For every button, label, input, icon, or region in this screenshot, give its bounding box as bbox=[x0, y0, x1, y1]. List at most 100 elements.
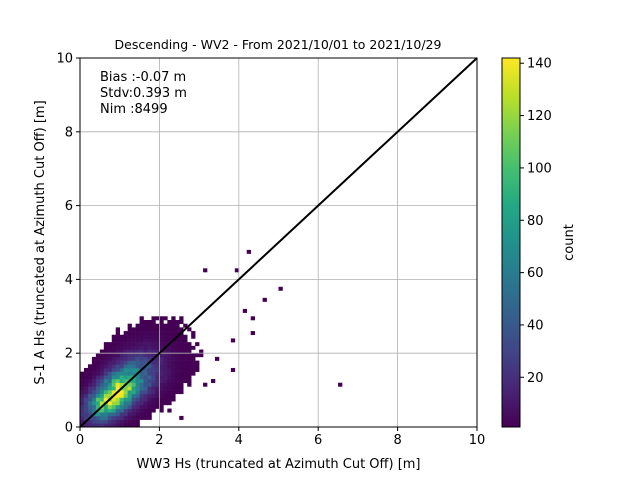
heatmap-cell bbox=[83, 393, 89, 398]
heatmap-cell bbox=[151, 408, 156, 413]
heatmap-cell bbox=[99, 349, 105, 354]
heatmap-cell bbox=[187, 327, 192, 332]
heatmap-cell bbox=[99, 408, 105, 413]
colorbar-tick-label: 60 bbox=[527, 266, 544, 281]
heatmap-cell bbox=[115, 412, 120, 417]
heatmap-cell bbox=[155, 390, 160, 395]
heatmap-cell bbox=[199, 353, 204, 358]
x-axis-ticks: 0 2 4 6 8 10 bbox=[76, 427, 485, 448]
heatmap-cell bbox=[151, 401, 156, 406]
heatmap-cell bbox=[115, 364, 120, 369]
heatmap-cell bbox=[115, 419, 120, 424]
heatmap-cell bbox=[127, 419, 132, 424]
heatmap-cell bbox=[163, 382, 168, 387]
heatmap-cell bbox=[103, 356, 109, 361]
heatmap-cell bbox=[143, 415, 148, 420]
y-tick-label: 8 bbox=[65, 125, 73, 140]
heatmap-cell bbox=[139, 349, 144, 354]
heatmap-cell-outlier bbox=[211, 379, 216, 384]
heatmap-cell bbox=[123, 367, 128, 372]
heatmap-cell bbox=[175, 371, 180, 376]
heatmap-cell bbox=[195, 353, 200, 358]
heatmap-cell bbox=[147, 356, 152, 361]
heatmap-cell bbox=[119, 401, 124, 406]
heatmap-cell bbox=[195, 367, 200, 372]
heatmap-cell bbox=[139, 364, 144, 369]
heatmap-cell bbox=[80, 419, 85, 424]
heatmap-cell-outlier bbox=[246, 249, 252, 254]
heatmap-cell bbox=[171, 334, 176, 339]
heatmap-cell bbox=[163, 316, 168, 321]
heatmap-cell bbox=[183, 334, 188, 339]
heatmap-cell bbox=[131, 360, 136, 365]
heatmap-cell bbox=[191, 345, 196, 350]
heatmap-cell bbox=[111, 338, 117, 343]
heatmap-cell bbox=[119, 423, 124, 428]
heatmap-cell bbox=[147, 375, 152, 380]
heatmap-cell bbox=[179, 316, 184, 321]
heatmap-cell bbox=[147, 349, 152, 354]
heatmap-cell bbox=[131, 419, 136, 424]
heatmap-cell bbox=[143, 334, 148, 339]
heatmap-cell bbox=[80, 390, 85, 395]
heatmap-cell bbox=[131, 412, 136, 417]
heatmap-cell bbox=[127, 397, 132, 402]
heatmap-cell bbox=[135, 342, 140, 347]
heatmap-cell bbox=[103, 375, 109, 380]
heatmap-cell bbox=[159, 331, 164, 336]
heatmap-cell bbox=[115, 393, 120, 398]
heatmap-cell bbox=[123, 393, 128, 398]
heatmap-cell bbox=[135, 331, 140, 336]
heatmap-cell bbox=[95, 356, 101, 361]
heatmap-cell bbox=[99, 360, 105, 365]
heatmap-cell bbox=[131, 397, 136, 402]
heatmap-cell bbox=[139, 393, 144, 398]
heatmap-cell bbox=[107, 393, 113, 398]
heatmap-cell bbox=[103, 419, 109, 424]
heatmap-cell bbox=[83, 423, 89, 428]
heatmap-cell bbox=[175, 382, 180, 387]
heatmap-cell bbox=[103, 412, 109, 417]
heatmap-cell bbox=[83, 401, 89, 406]
heatmap-cell bbox=[171, 353, 176, 358]
heatmap-cell bbox=[83, 415, 89, 420]
heatmap-cell bbox=[151, 349, 156, 354]
heatmap-cell bbox=[143, 327, 148, 332]
heatmap-cell bbox=[123, 397, 128, 402]
heatmap-cell bbox=[99, 390, 105, 395]
heatmap-cell bbox=[155, 371, 160, 376]
heatmap-cell bbox=[155, 331, 160, 336]
heatmap-cell bbox=[119, 419, 124, 424]
heatmap-cell bbox=[115, 404, 120, 409]
heatmap-cell bbox=[99, 412, 105, 417]
heatmap-cell bbox=[167, 382, 172, 387]
heatmap-cell bbox=[147, 393, 152, 398]
heatmap-cell bbox=[155, 327, 160, 332]
heatmap-cell bbox=[135, 386, 140, 391]
heatmap-cell bbox=[107, 349, 113, 354]
heatmap-cell bbox=[103, 423, 109, 428]
heatmap-cell bbox=[91, 404, 97, 409]
heatmap-cell bbox=[91, 367, 97, 372]
heatmap-cell bbox=[103, 390, 109, 395]
heatmap-cell bbox=[159, 408, 164, 413]
heatmap-cell bbox=[195, 342, 200, 347]
heatmap-cell bbox=[135, 415, 140, 420]
heatmap-cell bbox=[111, 397, 117, 402]
heatmap-cell bbox=[171, 386, 176, 391]
heatmap-cell bbox=[91, 356, 97, 361]
heatmap-cell bbox=[127, 390, 132, 395]
heatmap-cell bbox=[87, 423, 93, 428]
heatmap-cell bbox=[151, 379, 156, 384]
heatmap-cell bbox=[159, 360, 164, 365]
heatmap-cell bbox=[191, 353, 196, 358]
colorbar-ticks: 20 40 60 80 100 120 140 bbox=[520, 57, 552, 386]
heatmap-cell bbox=[80, 386, 85, 391]
heatmap-cell bbox=[167, 371, 172, 376]
heatmap-cell bbox=[83, 412, 89, 417]
heatmap-cell bbox=[187, 342, 192, 347]
heatmap-cell bbox=[175, 342, 180, 347]
heatmap-cell bbox=[143, 360, 148, 365]
heatmap-cell-outlier bbox=[242, 308, 248, 313]
heatmap-cell bbox=[111, 379, 117, 384]
